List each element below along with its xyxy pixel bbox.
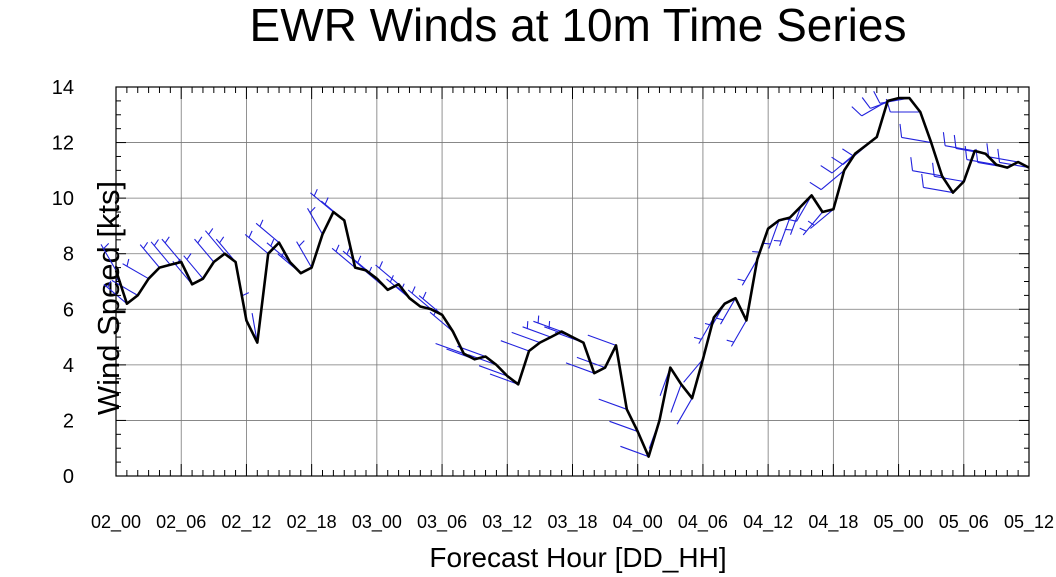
wind-barb — [161, 236, 182, 263]
wind-barb — [942, 132, 975, 152]
wind-barb — [522, 321, 551, 338]
wind-barb — [820, 153, 856, 174]
grid — [115, 86, 1030, 477]
x-tick-label: 04_06 — [678, 512, 728, 533]
x-axis-label: Forecast Hour [DD_HH] — [429, 542, 727, 573]
wind-barb — [565, 362, 595, 374]
x-tick-label: 05_12 — [1004, 512, 1054, 533]
wind-barb — [204, 228, 226, 255]
x-tick-label: 05_00 — [874, 512, 924, 533]
wind-barb — [693, 317, 715, 344]
wind-barb — [122, 258, 149, 280]
wind-barb — [807, 208, 834, 229]
wind-barb — [150, 239, 171, 266]
wind-barb — [533, 315, 562, 333]
x-tick-label: 04_00 — [613, 512, 663, 533]
wind-barb — [799, 211, 823, 236]
x-tick-label: 02_06 — [156, 512, 206, 533]
y-tick-label: 8 — [63, 244, 74, 266]
x-tick-label: 04_18 — [808, 512, 858, 533]
axes — [115, 86, 1030, 477]
wind-barb — [255, 219, 280, 244]
wind-speed-line — [114, 96, 1030, 458]
x-tick-label: 03_18 — [547, 512, 597, 533]
series-lines — [114, 96, 1030, 458]
wind-barb — [310, 188, 334, 213]
wind-barb — [910, 157, 943, 177]
wind-barb — [932, 162, 964, 183]
wind-barb — [899, 123, 932, 144]
wind-barb — [435, 342, 464, 355]
wind-barb — [478, 365, 508, 377]
wind-barb — [598, 398, 627, 410]
wind-barb — [511, 331, 541, 344]
x-tick-label: 02_00 — [91, 512, 141, 533]
wind-barb — [500, 340, 530, 352]
wind-barb — [331, 244, 356, 269]
wind-barb — [587, 334, 617, 346]
wind-barb — [726, 320, 747, 347]
x-tick-label: 05_06 — [939, 512, 989, 533]
wind-barb — [715, 297, 736, 325]
wind-barb — [620, 445, 649, 458]
wind-barb — [986, 143, 1019, 163]
x-tick-label: 02_12 — [221, 512, 271, 533]
y-tick-label: 14 — [52, 77, 74, 99]
wind-barb — [296, 240, 313, 268]
wind-barb — [468, 354, 497, 366]
wind-barb — [809, 169, 845, 191]
y-tick-label: 6 — [63, 299, 74, 321]
chart-title: EWR Winds at 10m Time Series — [249, 0, 907, 51]
wind-barb — [763, 220, 780, 249]
wind-barb — [921, 173, 953, 194]
wind-barb — [683, 358, 704, 383]
wind-barb — [418, 291, 443, 316]
x-tick-label: 03_00 — [352, 512, 402, 533]
wind-barb — [609, 420, 638, 433]
tick-labels: 0 2 4 6 8 10 12 14 02_00 02_06 02_12 02_18 03_00 03_0… — [52, 77, 1054, 533]
wind-barb — [773, 217, 791, 246]
wind-barb — [194, 236, 215, 263]
wind-barb — [266, 238, 291, 263]
y-tick-label: 12 — [52, 133, 74, 155]
y-tick-label: 2 — [63, 410, 74, 432]
x-tick-label: 03_06 — [417, 512, 467, 533]
wind-barb — [139, 241, 160, 268]
wind-barb — [100, 243, 117, 271]
x-tick-label: 03_12 — [482, 512, 532, 533]
wind-barb — [737, 259, 758, 286]
wind-barb — [953, 134, 986, 155]
wind-barb — [244, 230, 269, 255]
wind-barb — [670, 384, 682, 413]
wind-barb — [489, 373, 519, 385]
y-tick-label: 4 — [63, 355, 74, 377]
x-tick-label: 04_12 — [743, 512, 793, 533]
wind-barb — [407, 286, 432, 310]
wind-barb — [251, 313, 258, 343]
x-tick-label: 02_18 — [287, 512, 337, 533]
wind-barb — [183, 253, 204, 280]
y-tick-label: 10 — [52, 188, 74, 210]
wind-barb — [307, 206, 323, 235]
wind-barbs — [100, 90, 1030, 458]
wind-barb — [676, 397, 693, 425]
y-tick-label: 0 — [63, 466, 74, 488]
wind-barb — [375, 261, 399, 285]
